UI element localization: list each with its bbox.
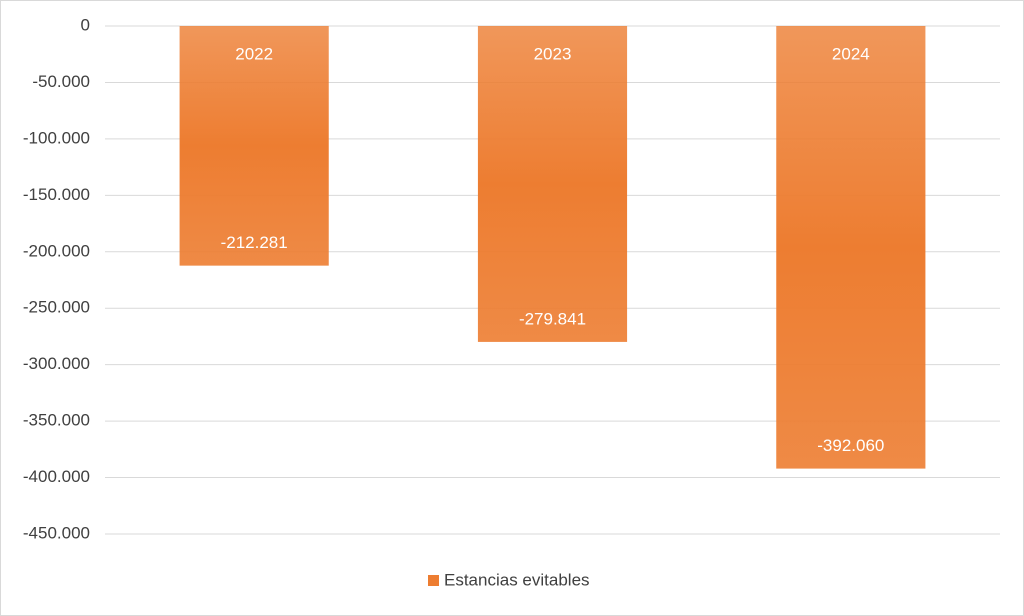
bar: [477, 26, 628, 342]
value-label: -392.060: [817, 436, 884, 455]
legend-swatch: [428, 575, 439, 586]
y-tick-label: -100.000: [23, 128, 90, 147]
category-label: 2024: [832, 44, 870, 63]
legend-label: Estancias evitables: [444, 570, 590, 589]
category-label: 2022: [235, 44, 273, 63]
y-tick-label: -50.000: [32, 72, 90, 91]
legend: Estancias evitables: [428, 570, 590, 589]
y-tick-label: -450.000: [23, 523, 90, 542]
category-label: 2023: [534, 44, 572, 63]
value-label: -212.281: [221, 233, 288, 252]
y-tick-label: -300.000: [23, 354, 90, 373]
y-tick-label: -350.000: [23, 411, 90, 430]
bar: [179, 26, 329, 266]
value-label: -279.841: [519, 309, 586, 328]
y-tick-label: -400.000: [23, 467, 90, 486]
y-tick-label: -250.000: [23, 298, 90, 317]
y-tick-label: -200.000: [23, 241, 90, 260]
y-tick-label: -150.000: [23, 185, 90, 204]
y-tick-label: 0: [81, 15, 90, 34]
bar: [776, 26, 926, 469]
